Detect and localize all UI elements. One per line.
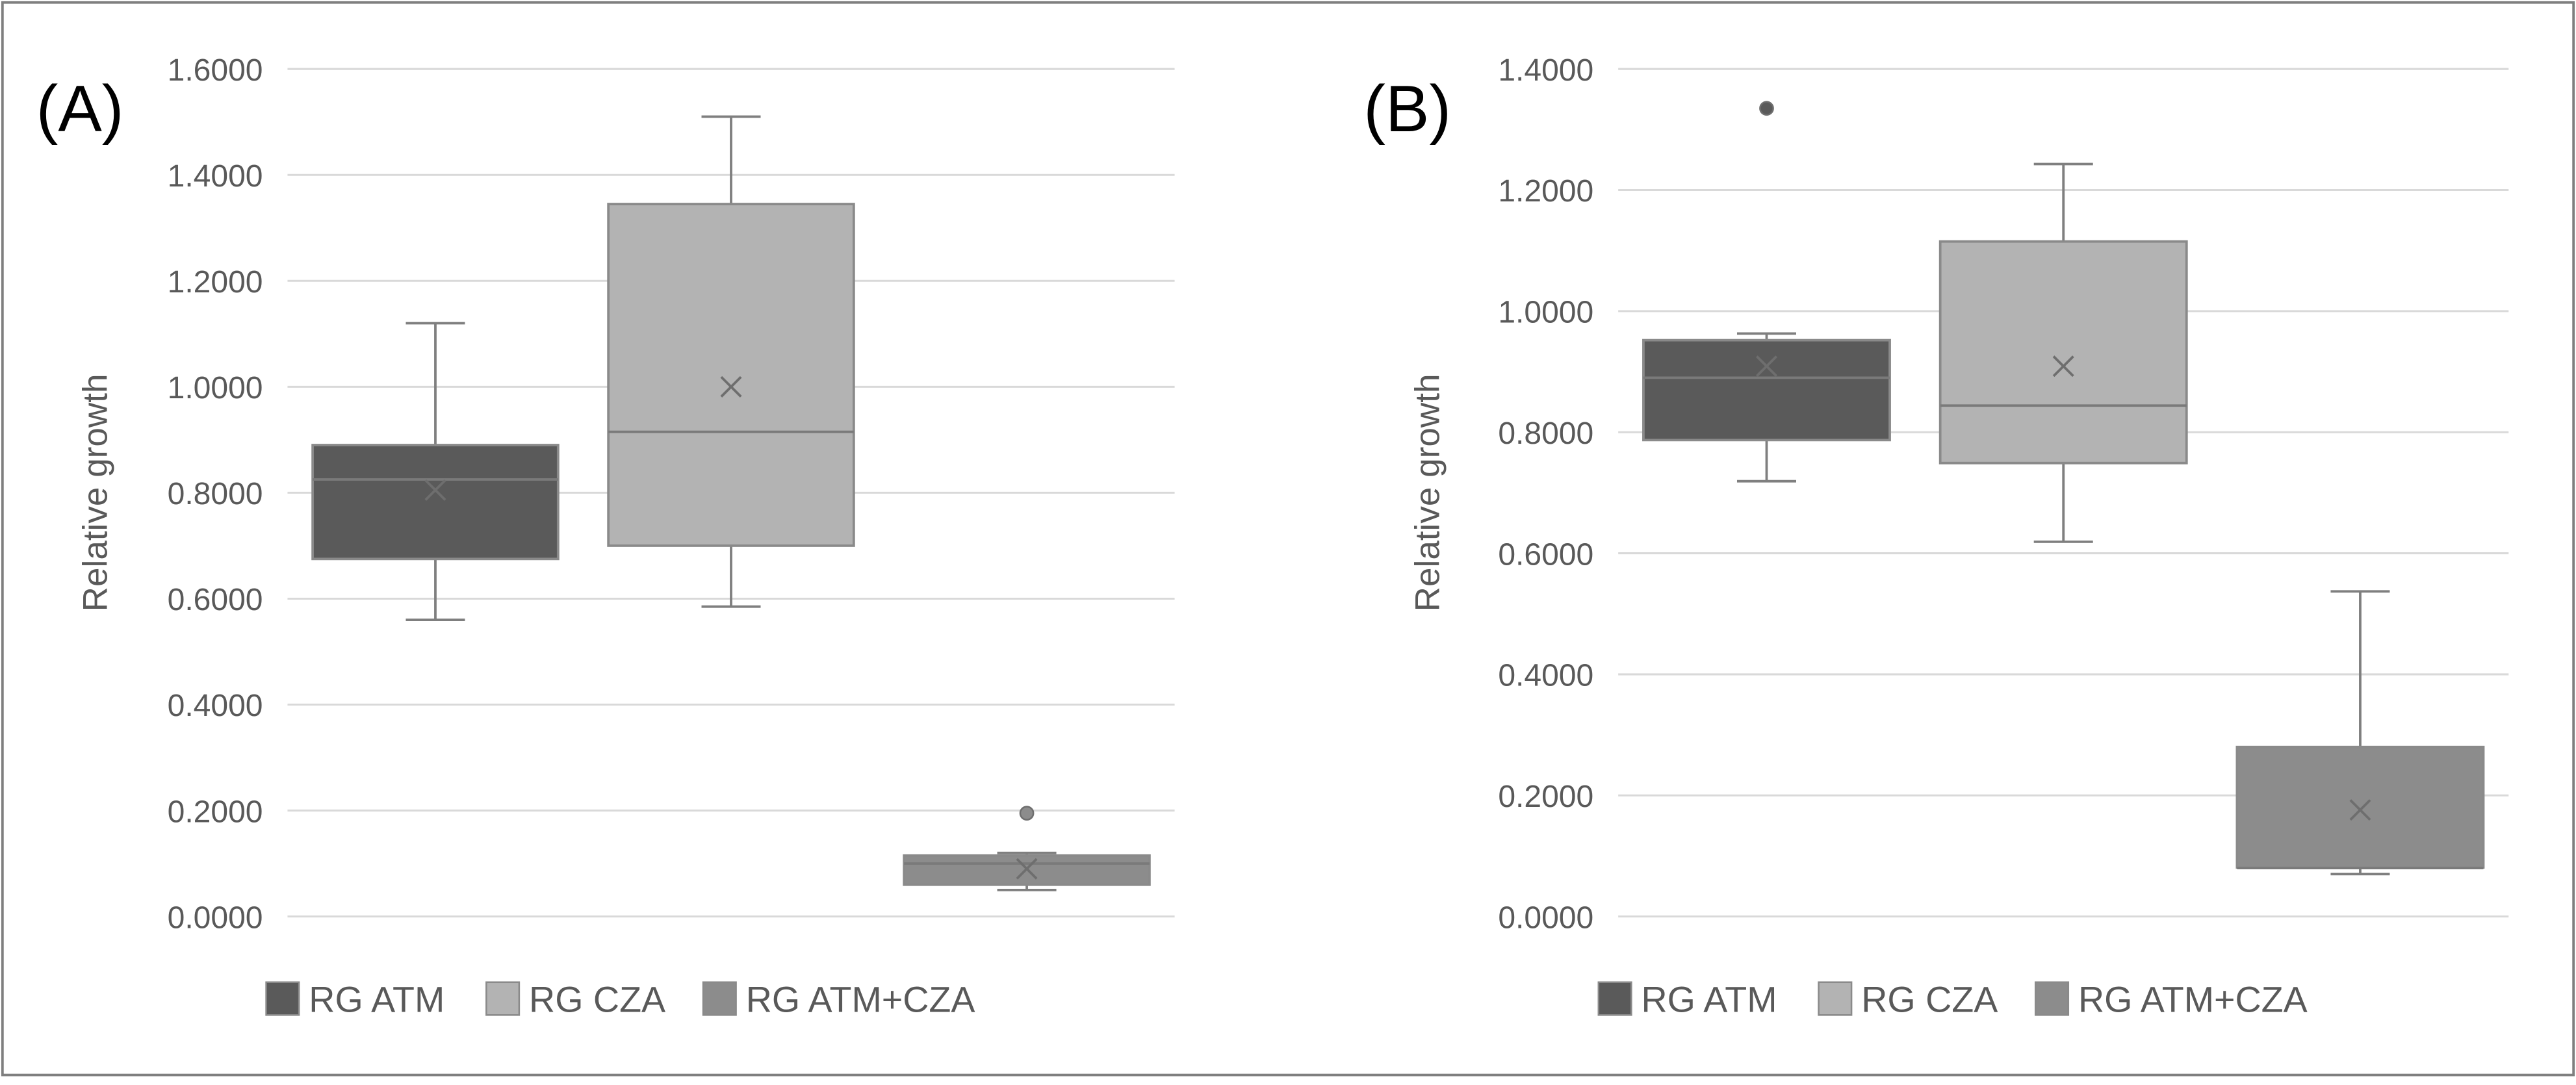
legend-swatch (265, 981, 300, 1016)
y-tick-label: 1.0000 (1498, 296, 1593, 330)
outlier (1759, 101, 1774, 116)
y-tick-label: 0.2000 (168, 795, 263, 829)
y-tick-label: 1.2000 (168, 265, 263, 300)
outlier (1019, 806, 1035, 821)
y-axis-label: Relative growth (1409, 374, 1447, 611)
legend-swatch (2034, 981, 2070, 1016)
mean-marker (2349, 799, 2371, 821)
legend-label: RG ATM+CZA (746, 979, 975, 1019)
y-axis-label: Relative growth (76, 374, 114, 611)
mean-marker (424, 479, 446, 501)
box (2235, 745, 2485, 869)
mean-marker (1755, 355, 1777, 377)
box (1642, 338, 1891, 442)
legend-label: RG CZA (529, 979, 665, 1019)
y-tick-label: 1.6000 (168, 53, 263, 88)
y-tick-label: 0.4000 (168, 689, 263, 723)
y-tick-label: 1.4000 (168, 159, 263, 194)
y-tick-label: 0.8000 (1498, 416, 1593, 451)
legend-label: RG ATM (1642, 979, 1777, 1019)
legend-swatch (1597, 981, 1632, 1016)
box (1938, 240, 2188, 465)
y-tick-label: 0.6000 (1498, 537, 1593, 572)
mean-marker (2052, 355, 2074, 377)
y-tick-label: 0.4000 (1498, 659, 1593, 693)
box (607, 203, 855, 547)
box (311, 444, 560, 561)
y-tick-label: 1.0000 (168, 371, 263, 405)
y-tick-label: 0.6000 (168, 583, 263, 617)
legend-swatch (702, 981, 737, 1016)
panel-label: (B) (1363, 72, 1451, 146)
legend-swatch (485, 981, 521, 1016)
y-tick-label: 0.0000 (168, 900, 263, 935)
panel-label: (A) (36, 72, 124, 146)
mean-marker (1016, 858, 1038, 880)
mean-marker (720, 376, 742, 398)
y-tick-label: 1.4000 (1498, 53, 1593, 88)
legend-label: RG ATM+CZA (2078, 979, 2308, 1019)
legend-label: RG CZA (1861, 979, 1998, 1019)
legend-swatch (1818, 981, 1853, 1016)
y-tick-label: 0.2000 (1498, 780, 1593, 814)
legend-label: RG ATM (309, 979, 444, 1019)
y-tick-label: 0.8000 (168, 477, 263, 511)
y-tick-label: 0.0000 (1498, 900, 1593, 935)
y-tick-label: 1.2000 (1498, 174, 1593, 209)
